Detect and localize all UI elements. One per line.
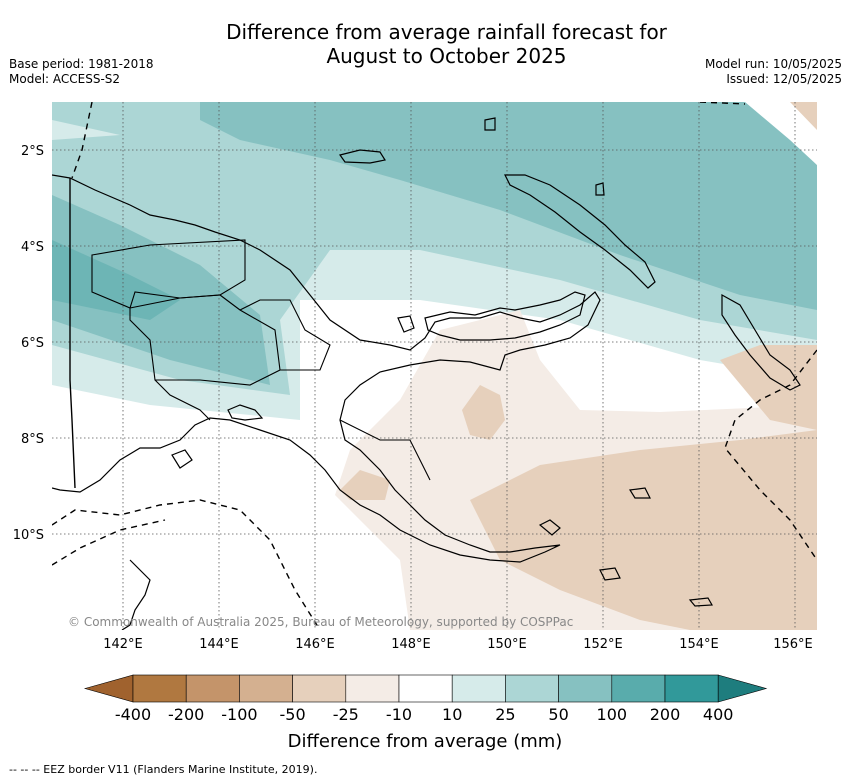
map-title: Difference from average rainfall forecas…	[0, 20, 850, 68]
colorbar-segment	[345, 674, 400, 703]
corner-white	[745, 102, 817, 165]
lon-label-154e: 154°E	[679, 637, 719, 652]
lon-label-146e: 146°E	[295, 637, 335, 652]
colorbar-tick-label: -10	[386, 705, 412, 724]
run-info: Model run: 10/05/2025 Issued: 12/05/2025	[705, 57, 842, 87]
colorbar-title: Difference from average (mm)	[288, 731, 563, 752]
islet-1	[484, 117, 496, 131]
lon-label-142e: 142°E	[103, 637, 143, 652]
colorbar-arrow-high	[717, 674, 768, 703]
eez-border	[52, 102, 817, 630]
colorbar-segment	[611, 674, 666, 703]
island-group-2	[628, 487, 651, 499]
model-run: Model run: 10/05/2025	[704, 57, 842, 71]
copyright-notice: © Commonwealth of Australia 2025, Bureau…	[68, 615, 573, 629]
new-britain	[424, 291, 586, 341]
lat-labels: 2°S 4°S 6°S 8°S 10°S	[13, 144, 44, 543]
manus-island	[338, 149, 386, 164]
lon-label-144e: 144°E	[199, 637, 239, 652]
lon-labels: 142°E 144°E 146°E 148°E 150°E 152°E 154°…	[103, 637, 813, 652]
bougainville	[721, 293, 801, 391]
band-100-200	[52, 240, 180, 320]
province-4	[154, 379, 211, 421]
lon-label-148e: 148°E	[391, 637, 431, 652]
png-mainland	[52, 174, 601, 563]
island-group-4	[599, 567, 621, 581]
colorbar-tick-label: 400	[703, 705, 734, 724]
lat-label-6s: 6°S	[21, 336, 44, 351]
colorbar-arrow-low	[83, 674, 134, 703]
colorbar-segment	[664, 674, 719, 703]
colorbar-segment	[292, 674, 347, 703]
band-m25-m50	[470, 430, 817, 630]
lat-label-8s: 8°S	[21, 432, 44, 447]
islet-3	[595, 182, 605, 196]
band-m25-m50-islet	[462, 385, 505, 440]
colorbar-tick-label: -50	[280, 705, 306, 724]
colorbar-tick-label: -200	[168, 705, 204, 724]
lat-label-2s: 2°S	[21, 144, 44, 159]
lat-label-4s: 4°S	[21, 240, 44, 255]
eez-legend-note: -- -- -- EEZ border V11 (Flanders Marine…	[9, 763, 318, 776]
model-info: Base period: 1981-2018 Model: ACCESS-S2	[9, 57, 154, 87]
colorbar-segment	[132, 674, 187, 703]
islet-2	[397, 315, 415, 333]
cape-york	[121, 559, 151, 630]
colorbar-tick-label: -400	[115, 705, 151, 724]
lon-label-150e: 150°E	[487, 637, 527, 652]
colorbar-segment	[239, 674, 293, 703]
band-m25-m50-nw	[340, 470, 390, 500]
title-line-1: Difference from average rainfall forecas…	[226, 20, 667, 44]
band-50-100	[52, 195, 270, 385]
base-period: Base period: 1981-2018	[9, 57, 154, 71]
coastline	[52, 117, 801, 630]
colorbar-segment	[558, 674, 613, 703]
model-name: Model: ACCESS-S2	[9, 72, 121, 86]
islet-4	[227, 404, 264, 421]
lon-label-156e: 156°E	[773, 637, 813, 652]
colorbar-tick-label: 100	[597, 705, 628, 724]
lon-label-152e: 152°E	[583, 637, 623, 652]
rainfall-anomaly-layer	[52, 102, 817, 630]
islet-5	[171, 449, 193, 469]
province-2	[129, 294, 281, 386]
intl-border	[69, 178, 76, 489]
colorbar-tick-label: 50	[548, 705, 568, 724]
colorbar-segment	[398, 674, 453, 703]
colorbar-segment	[505, 674, 559, 703]
title-line-2: August to October 2025	[326, 44, 567, 68]
province-3	[239, 299, 331, 371]
island-group-1	[538, 519, 561, 536]
colorbar	[83, 674, 768, 703]
colorbar-tick-label: -100	[221, 705, 257, 724]
colorbar-segment	[451, 674, 506, 703]
colorbar-tick-label: 10	[442, 705, 462, 724]
graticule	[52, 102, 817, 630]
band-m25-m50-edge	[720, 345, 817, 430]
colorbar-tick-label: 200	[650, 705, 681, 724]
new-ireland	[504, 174, 656, 289]
colorbar-tick-label: 25	[495, 705, 515, 724]
colorbar-tick-label: -25	[333, 705, 359, 724]
band-50-100-ne	[200, 102, 817, 310]
issued-date: Issued: 12/05/2025	[726, 72, 842, 86]
colorbar-segment	[185, 674, 240, 703]
lat-label-10s: 10°S	[13, 528, 44, 543]
island-group-3	[688, 597, 714, 607]
colorbar-ticks: -400 -200 -100 -50 -25 -10 10 25 50 100 200 400	[115, 705, 734, 724]
province-5	[339, 419, 431, 481]
